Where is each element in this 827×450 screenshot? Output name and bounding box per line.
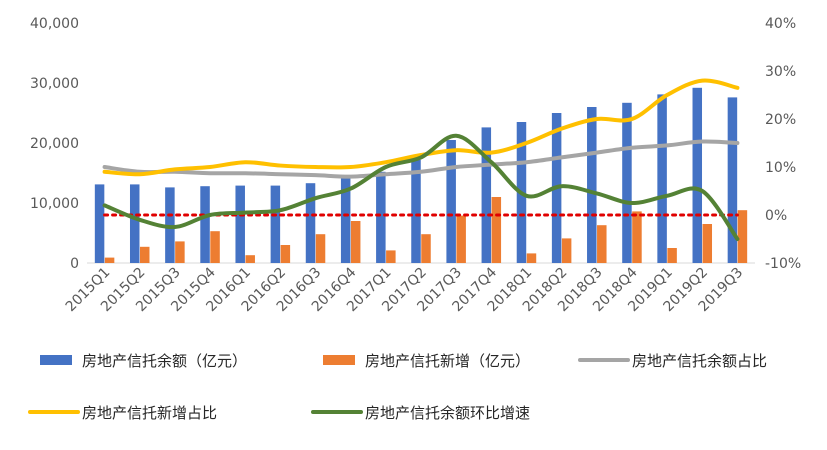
right-axis-tick-label: 0% xyxy=(765,208,787,224)
bar xyxy=(411,159,421,263)
left-axis-tick-label: 0 xyxy=(70,256,79,272)
bar xyxy=(270,185,281,263)
bar xyxy=(491,197,502,263)
bar xyxy=(587,107,597,263)
right-axis-tick-label: 20% xyxy=(765,112,796,128)
bar xyxy=(315,234,326,263)
bar xyxy=(350,221,361,263)
right-axis-tick-label: 40% xyxy=(765,16,796,32)
left-axis-tick-label: 10,000 xyxy=(30,196,79,212)
bar xyxy=(94,184,105,263)
right-axis-tick-label: -10% xyxy=(765,256,801,272)
bar xyxy=(526,253,537,263)
legend-label: 房地产信托新增占比 xyxy=(82,404,217,422)
legend-label: 房地产信托余额环比增速 xyxy=(365,404,530,422)
bar xyxy=(446,140,456,263)
bar xyxy=(200,186,210,263)
right-axis-tick-label: 30% xyxy=(765,64,796,80)
legend-swatch xyxy=(323,355,355,365)
legend-label: 房地产信托新增（亿元） xyxy=(365,352,530,370)
new-share-line xyxy=(102,78,740,177)
bar xyxy=(104,257,115,263)
bar xyxy=(235,185,245,263)
bar xyxy=(737,210,748,263)
bar xyxy=(657,94,667,264)
bar xyxy=(386,250,396,263)
bar xyxy=(340,177,351,263)
bar xyxy=(280,245,291,263)
left-axis-tick-label: 20,000 xyxy=(30,136,79,152)
balance-share-line xyxy=(102,139,740,179)
bar xyxy=(632,211,642,263)
left-axis-tick-label: 30,000 xyxy=(30,76,79,92)
bar xyxy=(702,224,713,263)
legend-label: 房地产信托余额占比 xyxy=(632,352,767,370)
bar xyxy=(376,171,386,263)
bar xyxy=(129,184,140,263)
bar xyxy=(245,255,255,263)
balance-growth-line xyxy=(102,133,740,241)
bar xyxy=(481,127,492,264)
bar xyxy=(210,231,220,263)
bar xyxy=(421,234,431,263)
legend-swatch xyxy=(40,355,72,365)
bar xyxy=(622,102,632,263)
bar xyxy=(667,248,677,263)
left-axis-tick-label: 40,000 xyxy=(30,16,79,32)
bar xyxy=(597,225,607,263)
right-axis-tick-label: 10% xyxy=(765,160,796,176)
bar xyxy=(561,238,572,263)
bar xyxy=(139,246,150,263)
bar xyxy=(692,87,703,263)
bar xyxy=(456,215,466,263)
bar xyxy=(727,97,738,264)
bar xyxy=(305,183,316,263)
legend-label: 房地产信托余额（亿元） xyxy=(82,352,247,370)
bar xyxy=(175,241,185,263)
